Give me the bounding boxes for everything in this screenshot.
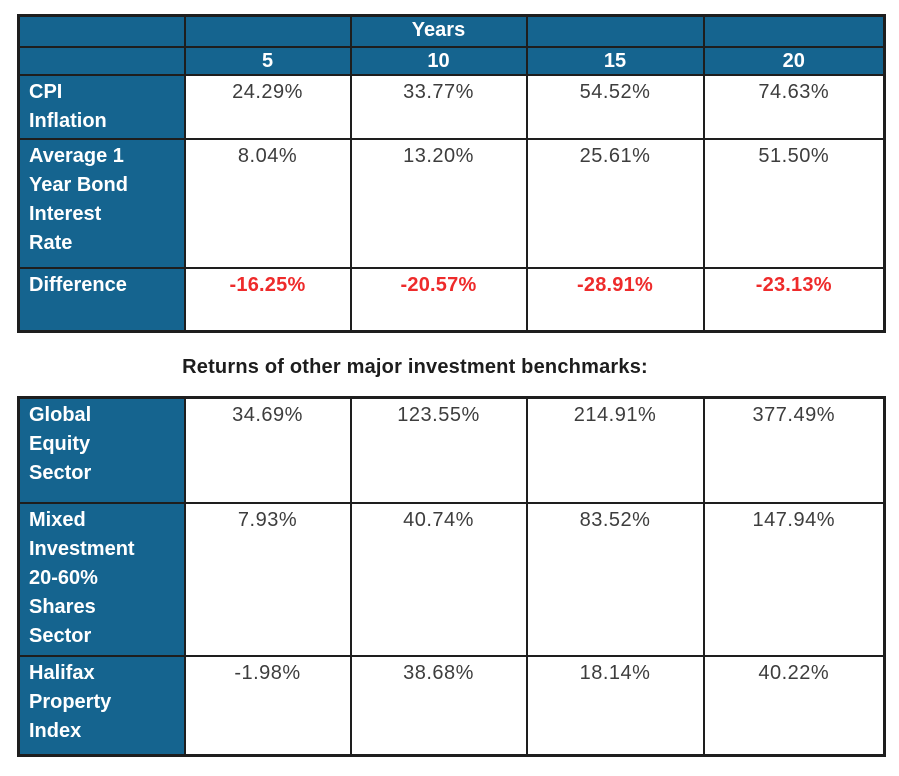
value-cell: 123.55% bbox=[349, 396, 528, 504]
row-label-cpi-inflation: CPI Inflation bbox=[17, 73, 186, 140]
year-header-5: 5 bbox=[183, 45, 352, 76]
value-cell: 83.52% bbox=[525, 501, 705, 657]
value-cell: 74.63% bbox=[702, 73, 886, 140]
value-cell: 214.91% bbox=[525, 396, 705, 504]
table-row-bond-interest-rate: Average 1 Year Bond Interest Rate 8.04% … bbox=[17, 137, 886, 269]
row-label-mixed-investment: Mixed Investment 20-60% Shares Sector bbox=[17, 501, 186, 657]
value-cell: -1.98% bbox=[183, 654, 352, 757]
value-cell: 40.74% bbox=[349, 501, 528, 657]
empty-header-cell bbox=[702, 14, 886, 48]
value-cell: 40.22% bbox=[702, 654, 886, 757]
empty-header-cell bbox=[17, 45, 186, 76]
empty-header-cell bbox=[17, 14, 186, 48]
value-cell: 54.52% bbox=[525, 73, 705, 140]
negative-value-cell: -16.25% bbox=[183, 266, 352, 333]
years-header-row: Years bbox=[17, 14, 886, 48]
table-row-mixed-investment: Mixed Investment 20-60% Shares Sector 7.… bbox=[17, 501, 886, 657]
year-header-20: 20 bbox=[702, 45, 886, 76]
year-header-10: 10 bbox=[349, 45, 528, 76]
value-cell: 38.68% bbox=[349, 654, 528, 757]
value-cell: 24.29% bbox=[183, 73, 352, 140]
years-header-cell: Years bbox=[349, 14, 528, 48]
negative-value-cell: -28.91% bbox=[525, 266, 705, 333]
empty-header-cell bbox=[183, 14, 352, 48]
value-cell: 147.94% bbox=[702, 501, 886, 657]
inflation-vs-bond-table: Years 5 10 15 20 CPI Inflation 24.29% 33… bbox=[17, 14, 886, 333]
benchmark-returns-table: Global Equity Sector 34.69% 123.55% 214.… bbox=[17, 396, 886, 757]
negative-value-cell: -23.13% bbox=[702, 266, 886, 333]
table-row-cpi-inflation: CPI Inflation 24.29% 33.77% 54.52% 74.63… bbox=[17, 73, 886, 140]
row-label-difference: Difference bbox=[17, 266, 186, 333]
empty-header-cell bbox=[525, 14, 705, 48]
section-heading: Returns of other major investment benchm… bbox=[182, 356, 648, 378]
value-cell: 8.04% bbox=[183, 137, 352, 269]
table-row-halifax-property: Halifax Property Index -1.98% 38.68% 18.… bbox=[17, 654, 886, 757]
row-label-halifax-property: Halifax Property Index bbox=[17, 654, 186, 757]
value-cell: 7.93% bbox=[183, 501, 352, 657]
negative-value-cell: -20.57% bbox=[349, 266, 528, 333]
value-cell: 377.49% bbox=[702, 396, 886, 504]
value-cell: 34.69% bbox=[183, 396, 352, 504]
year-columns-row: 5 10 15 20 bbox=[17, 45, 886, 76]
value-cell: 13.20% bbox=[349, 137, 528, 269]
row-label-bond-interest-rate: Average 1 Year Bond Interest Rate bbox=[17, 137, 186, 269]
value-cell: 25.61% bbox=[525, 137, 705, 269]
value-cell: 18.14% bbox=[525, 654, 705, 757]
row-label-global-equity: Global Equity Sector bbox=[17, 396, 186, 504]
value-cell: 51.50% bbox=[702, 137, 886, 269]
year-header-15: 15 bbox=[525, 45, 705, 76]
value-cell: 33.77% bbox=[349, 73, 528, 140]
table-row-global-equity: Global Equity Sector 34.69% 123.55% 214.… bbox=[17, 396, 886, 504]
table-row-difference: Difference -16.25% -20.57% -28.91% -23.1… bbox=[17, 266, 886, 333]
